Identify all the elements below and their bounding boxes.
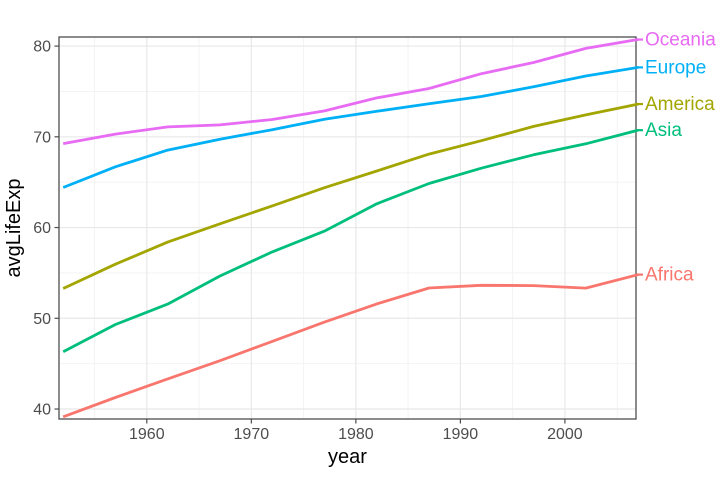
- x-tick-label: 2000: [547, 426, 583, 443]
- line-oceania: [62, 38, 639, 145]
- y-tick-label: 60: [33, 220, 51, 237]
- gridlines-major: [59, 37, 636, 419]
- line-africa: [62, 273, 639, 419]
- line-europe: [62, 66, 639, 189]
- y-tick-label: 50: [33, 311, 51, 328]
- series-label-oceania: Oceania: [645, 30, 716, 51]
- x-tick-label: 1960: [129, 426, 165, 443]
- x-tick-label: 1970: [234, 426, 270, 443]
- axis-tick-labels: 40 50 60 70 80 1960 1970 1980 1990 2000: [33, 39, 583, 443]
- line-america: [62, 102, 639, 290]
- x-tick-label: 1990: [443, 426, 479, 443]
- x-axis-title: year: [328, 446, 367, 468]
- series-label-europe: Europe: [645, 57, 706, 78]
- series-label-america: America: [645, 94, 715, 115]
- series-label-africa: Africa: [645, 265, 694, 286]
- line-asia: [62, 128, 639, 354]
- y-tick-label: 70: [33, 129, 51, 146]
- axis-tick-marks: [54, 45, 566, 424]
- y-axis-title: avgLifeExp: [3, 179, 25, 278]
- series-labels: Oceania Europe America Asia Africa: [645, 30, 716, 286]
- series-lines: [62, 38, 643, 419]
- y-tick-label: 40: [33, 402, 51, 419]
- x-tick-label: 1980: [338, 426, 374, 443]
- series-label-asia: Asia: [645, 120, 682, 141]
- y-tick-label: 80: [33, 39, 51, 56]
